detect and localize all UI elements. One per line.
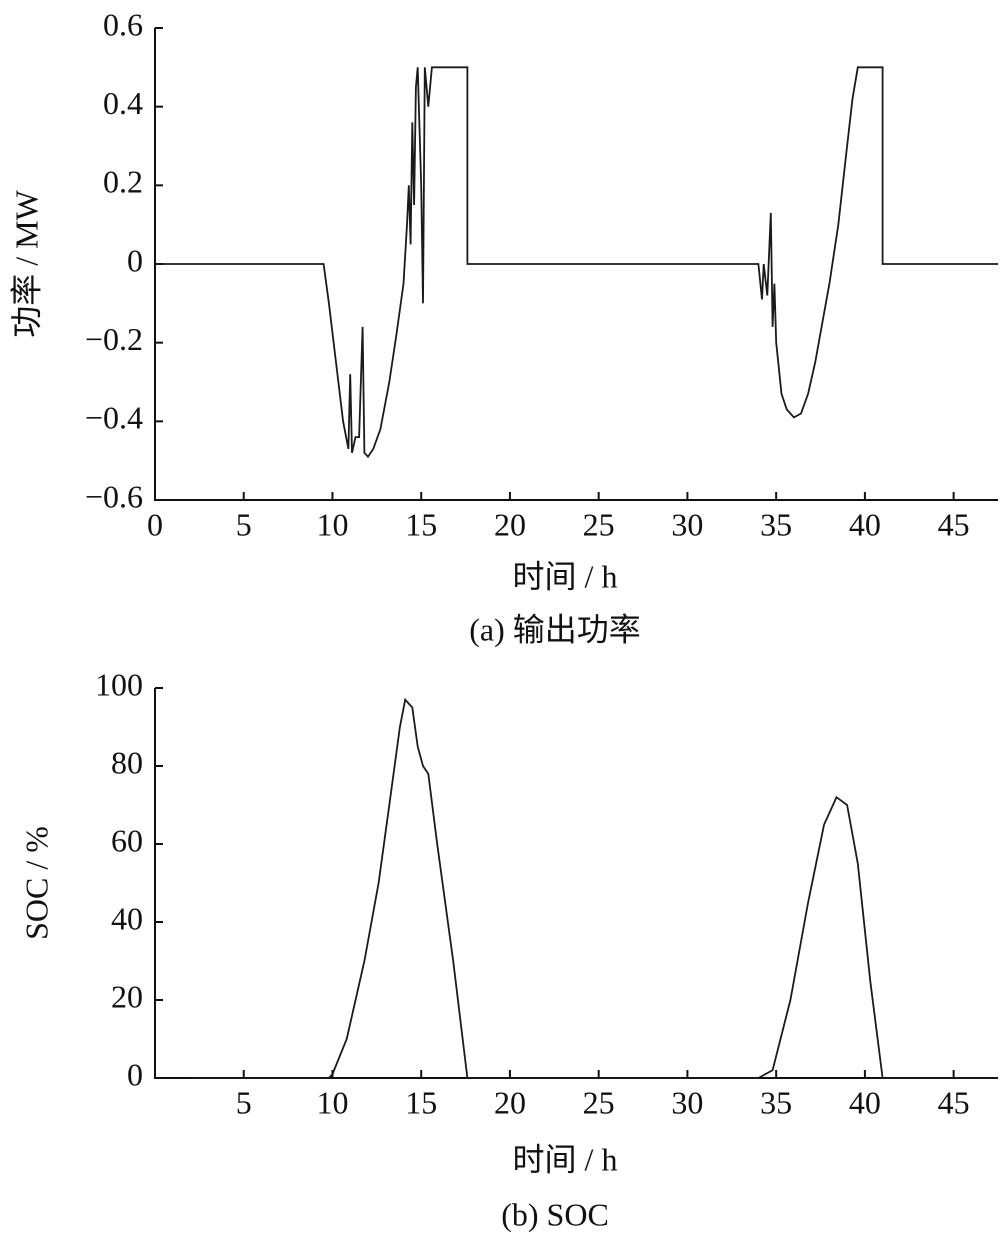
x-tick-label: 20 — [494, 506, 526, 542]
y-tick-label: 0.2 — [103, 164, 143, 200]
data-line — [155, 66, 998, 459]
x-axis-label: 时间 / h — [513, 1141, 618, 1177]
x-tick-label: 40 — [849, 506, 881, 542]
data-line — [190, 697, 998, 1079]
x-tick-label: 20 — [494, 1084, 526, 1120]
y-axis-label: SOC / % — [18, 826, 54, 940]
x-axis-label: 时间 / h — [513, 558, 618, 594]
y-tick-label: −0.2 — [85, 321, 143, 357]
y-tick-label: −0.6 — [85, 478, 143, 514]
y-tick-label: 0 — [127, 242, 143, 278]
x-tick-label: 15 — [405, 506, 437, 542]
x-tick-label: 0 — [147, 506, 163, 542]
x-tick-label: 5 — [236, 1084, 252, 1120]
x-tick-label: 35 — [760, 1084, 792, 1120]
y-tick-label: 40 — [111, 900, 143, 936]
x-tick-label: 35 — [760, 506, 792, 542]
x-tick-label: 40 — [849, 1084, 881, 1120]
x-tick-label: 25 — [583, 506, 615, 542]
y-tick-label: 0.6 — [103, 6, 143, 42]
x-tick-label: 30 — [671, 1084, 703, 1120]
x-tick-label: 45 — [938, 506, 970, 542]
x-tick-label: 45 — [938, 1084, 970, 1120]
y-tick-label: −0.4 — [85, 400, 143, 436]
y-tick-label: 0.4 — [103, 85, 143, 121]
caption: (a) 输出功率 — [469, 611, 641, 647]
y-tick-label: 0 — [127, 1056, 143, 1092]
x-tick-label: 15 — [405, 1084, 437, 1120]
x-tick-label: 25 — [583, 1084, 615, 1120]
y-tick-label: 20 — [111, 978, 143, 1014]
y-tick-label: 60 — [111, 822, 143, 858]
y-axis-label: 功率 / MW — [8, 189, 44, 337]
caption: (b) SOC — [501, 1196, 609, 1232]
x-tick-label: 30 — [671, 506, 703, 542]
x-tick-label: 5 — [236, 506, 252, 542]
y-tick-label: 80 — [111, 744, 143, 780]
axes — [154, 688, 998, 1079]
x-tick-label: 10 — [316, 1084, 348, 1120]
x-tick-label: 10 — [316, 506, 348, 542]
y-tick-label: 100 — [95, 666, 143, 702]
